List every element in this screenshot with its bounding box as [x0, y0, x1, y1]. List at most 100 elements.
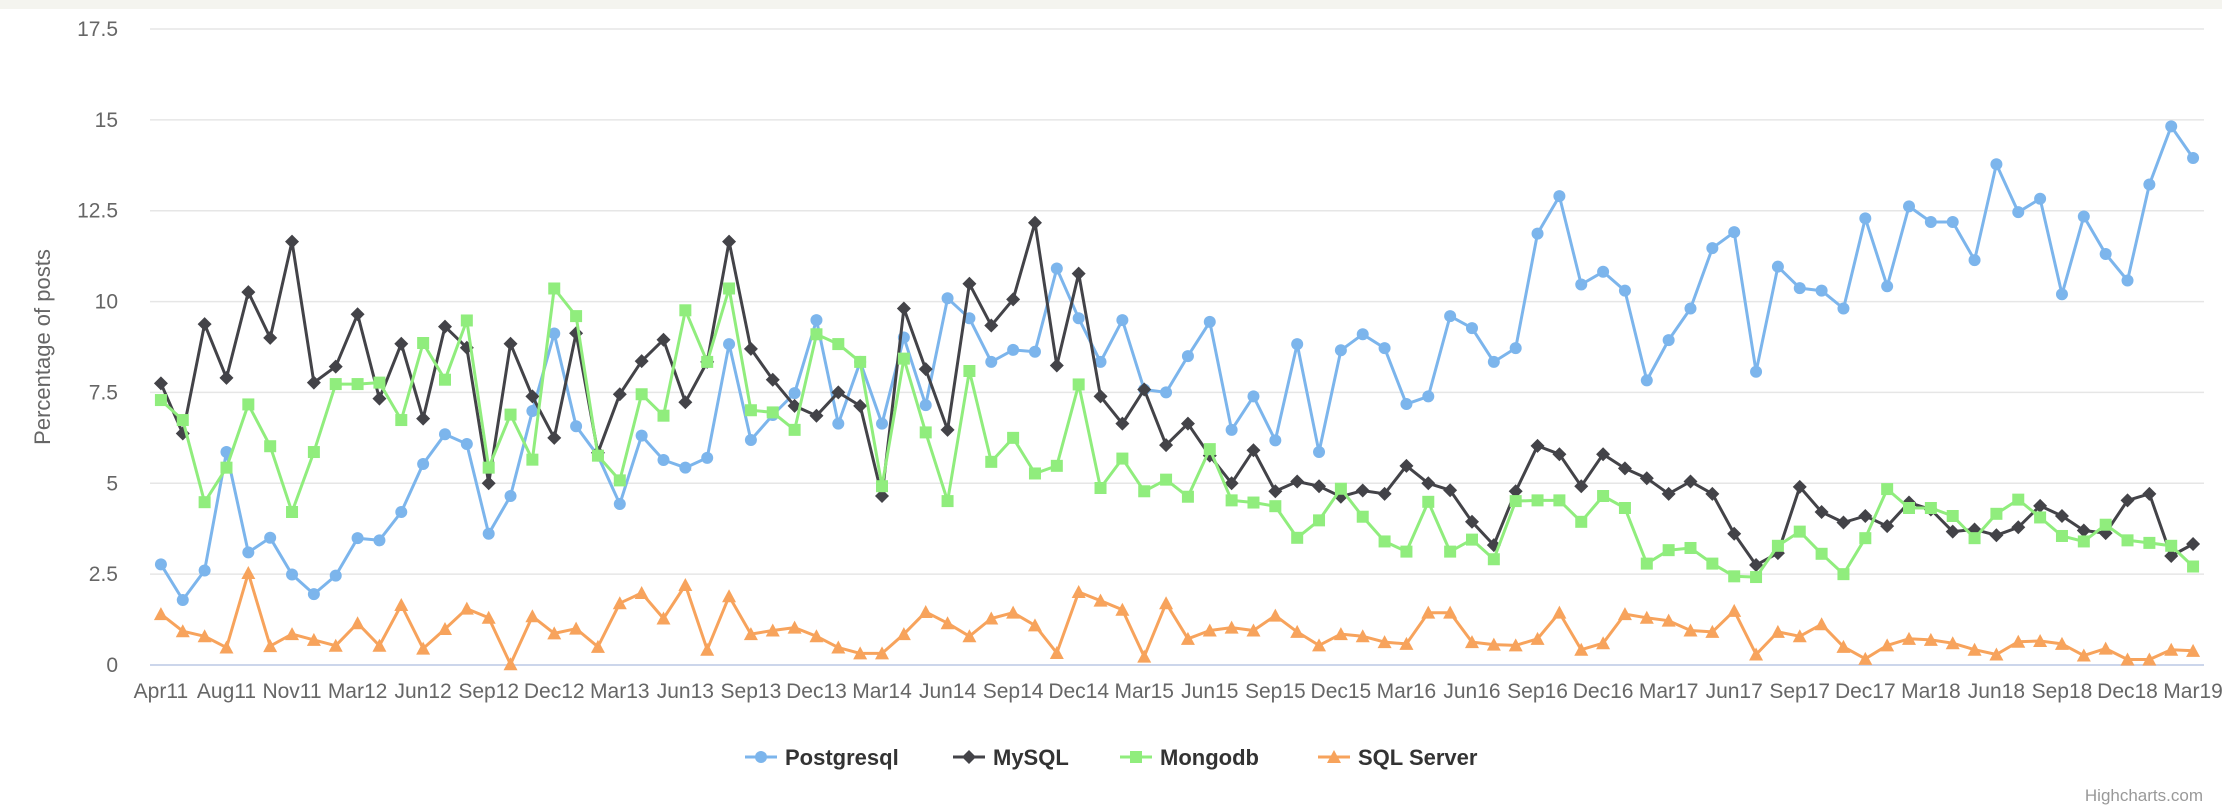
data-point-postgresql[interactable]	[242, 546, 255, 559]
data-point-mysql[interactable]	[1617, 461, 1632, 476]
data-point-postgresql[interactable]	[2099, 247, 2112, 260]
data-point-postgresql[interactable]	[482, 527, 495, 540]
data-point-postgresql[interactable]	[1553, 190, 1566, 203]
data-point-mysql[interactable]	[1705, 486, 1720, 501]
data-point-mysql[interactable]	[525, 389, 540, 404]
data-point-sql-server[interactable]	[831, 640, 846, 654]
data-point-mongodb[interactable]	[854, 355, 867, 368]
data-point-sql-server[interactable]	[525, 609, 540, 623]
data-point-postgresql[interactable]	[2187, 152, 2200, 165]
data-point-sql-server[interactable]	[285, 627, 300, 641]
data-point-mongodb[interactable]	[395, 414, 408, 427]
data-point-mongodb[interactable]	[1138, 485, 1151, 498]
data-point-sql-server[interactable]	[481, 610, 496, 624]
data-point-mongodb[interactable]	[1487, 553, 1500, 566]
data-point-sql-server[interactable]	[1727, 603, 1742, 617]
data-point-mongodb[interactable]	[242, 398, 255, 411]
data-point-postgresql[interactable]	[1946, 215, 1959, 228]
data-point-mysql[interactable]	[1093, 389, 1108, 404]
data-point-sql-server[interactable]	[2164, 642, 2179, 656]
data-point-mongodb[interactable]	[591, 449, 604, 462]
data-point-sql-server[interactable]	[569, 621, 584, 635]
data-point-mongodb[interactable]	[1356, 510, 1369, 523]
data-point-mysql[interactable]	[1290, 474, 1305, 489]
data-point-postgresql[interactable]	[832, 417, 845, 430]
data-point-sql-server[interactable]	[197, 629, 212, 643]
data-point-mysql[interactable]	[1530, 438, 1545, 453]
data-point-mongodb[interactable]	[373, 376, 386, 389]
data-point-mongodb[interactable]	[504, 408, 517, 421]
data-point-mongodb[interactable]	[307, 446, 320, 459]
data-point-mysql[interactable]	[1858, 508, 1873, 523]
data-point-mysql[interactable]	[1399, 458, 1414, 473]
data-point-mongodb[interactable]	[1225, 494, 1238, 507]
data-point-mysql[interactable]	[1639, 471, 1654, 486]
data-point-sql-server[interactable]	[1290, 624, 1305, 638]
data-point-sql-server[interactable]	[1464, 635, 1479, 649]
data-point-mongodb[interactable]	[766, 406, 779, 419]
data-point-mysql[interactable]	[153, 376, 168, 391]
data-point-mysql[interactable]	[1421, 476, 1436, 491]
data-point-mongodb[interactable]	[1575, 515, 1588, 528]
data-point-mongodb[interactable]	[264, 440, 277, 453]
legend-item-mongodb[interactable]: Mongodb	[1120, 745, 1259, 770]
data-point-mysql[interactable]	[416, 411, 431, 426]
data-point-mysql[interactable]	[1268, 484, 1283, 499]
data-point-mongodb[interactable]	[1247, 496, 1260, 509]
data-point-mongodb[interactable]	[701, 355, 714, 368]
data-point-mongodb[interactable]	[1815, 547, 1828, 560]
data-point-mysql[interactable]	[1115, 416, 1130, 431]
data-point-postgresql[interactable]	[613, 498, 626, 511]
data-point-mongodb[interactable]	[788, 423, 801, 436]
data-point-sql-server[interactable]	[153, 607, 168, 621]
data-point-sql-server[interactable]	[656, 611, 671, 625]
data-point-sql-server[interactable]	[1552, 605, 1567, 619]
data-point-mongodb[interactable]	[438, 373, 451, 386]
data-point-sql-server[interactable]	[1508, 638, 1523, 652]
data-point-mysql[interactable]	[940, 422, 955, 437]
data-point-postgresql[interactable]	[679, 461, 692, 474]
data-point-mongodb[interactable]	[1050, 459, 1063, 472]
data-point-mysql[interactable]	[2142, 486, 2157, 501]
data-point-mongodb[interactable]	[176, 414, 189, 427]
data-point-mongodb[interactable]	[1837, 568, 1850, 581]
data-point-sql-server[interactable]	[416, 641, 431, 655]
data-point-postgresql[interactable]	[504, 490, 517, 503]
data-point-mongodb[interactable]	[1203, 443, 1216, 456]
data-point-postgresql[interactable]	[1750, 365, 1763, 378]
data-point-mongodb[interactable]	[460, 314, 473, 327]
data-point-postgresql[interactable]	[701, 451, 714, 464]
data-point-sql-server[interactable]	[1027, 618, 1042, 632]
data-point-mongodb[interactable]	[1750, 571, 1763, 584]
data-point-mongodb[interactable]	[1946, 509, 1959, 522]
data-point-sql-server[interactable]	[722, 589, 737, 603]
data-point-sql-server[interactable]	[2011, 634, 2026, 648]
data-point-mongodb[interactable]	[482, 461, 495, 474]
data-point-postgresql[interactable]	[1903, 200, 1916, 213]
data-point-mysql[interactable]	[1027, 215, 1042, 230]
data-point-sql-server[interactable]	[394, 598, 409, 612]
data-point-postgresql[interactable]	[919, 399, 932, 412]
data-point-postgresql[interactable]	[1859, 212, 1872, 225]
data-point-mysql[interactable]	[1661, 486, 1676, 501]
data-point-postgresql[interactable]	[1356, 328, 1369, 341]
data-point-sql-server[interactable]	[1945, 636, 1960, 650]
data-point-postgresql[interactable]	[941, 292, 954, 305]
data-point-mysql[interactable]	[612, 387, 627, 402]
data-point-mongodb[interactable]	[1990, 507, 2003, 520]
data-point-mysql[interactable]	[263, 330, 278, 345]
data-point-mongodb[interactable]	[1422, 495, 1435, 508]
data-point-postgresql[interactable]	[526, 404, 539, 417]
data-point-sql-server[interactable]	[459, 601, 474, 615]
data-point-postgresql[interactable]	[985, 355, 998, 368]
legend-item-postgresql[interactable]: Postgresql	[745, 745, 899, 770]
data-point-mysql[interactable]	[481, 476, 496, 491]
data-point-mysql[interactable]	[1137, 382, 1152, 397]
data-point-postgresql[interactable]	[1575, 278, 1588, 291]
data-point-postgresql[interactable]	[154, 558, 167, 571]
data-point-mongodb[interactable]	[810, 328, 823, 341]
data-point-sql-server[interactable]	[809, 629, 824, 643]
data-point-mongodb[interactable]	[1881, 483, 1894, 496]
data-point-mongodb[interactable]	[1444, 545, 1457, 558]
data-point-sql-server[interactable]	[241, 566, 256, 580]
